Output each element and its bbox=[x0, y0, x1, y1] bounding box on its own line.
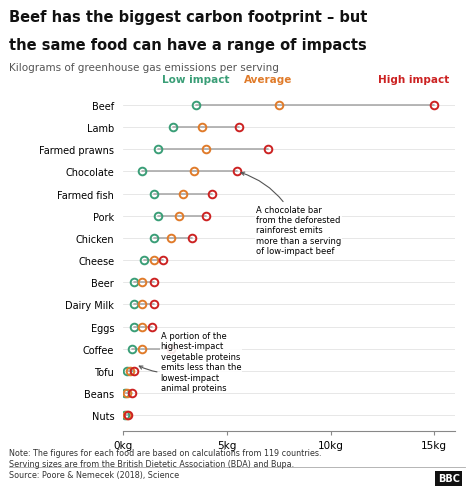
Text: the same food can have a range of impacts: the same food can have a range of impact… bbox=[9, 38, 367, 53]
Text: Low impact: Low impact bbox=[162, 75, 229, 85]
Text: Note: The figures for each food are based on calculations from 119 countries.
Se: Note: The figures for each food are base… bbox=[9, 448, 322, 468]
Text: A chocolate bar
from the deforested
rainforest emits
more than a serving
of low-: A chocolate bar from the deforested rain… bbox=[241, 173, 341, 256]
Text: A portion of the
highest-impact
vegetable proteins
emits less than the
lowest-im: A portion of the highest-impact vegetabl… bbox=[139, 331, 241, 392]
Text: High impact: High impact bbox=[378, 75, 449, 85]
Text: BBC: BBC bbox=[438, 473, 460, 483]
Text: Average: Average bbox=[244, 75, 292, 85]
Text: Kilograms of greenhouse gas emissions per serving: Kilograms of greenhouse gas emissions pe… bbox=[9, 63, 279, 73]
Text: Beef has the biggest carbon footprint – but: Beef has the biggest carbon footprint – … bbox=[9, 10, 368, 25]
Text: Source: Poore & Nemecek (2018), Science: Source: Poore & Nemecek (2018), Science bbox=[9, 470, 180, 479]
